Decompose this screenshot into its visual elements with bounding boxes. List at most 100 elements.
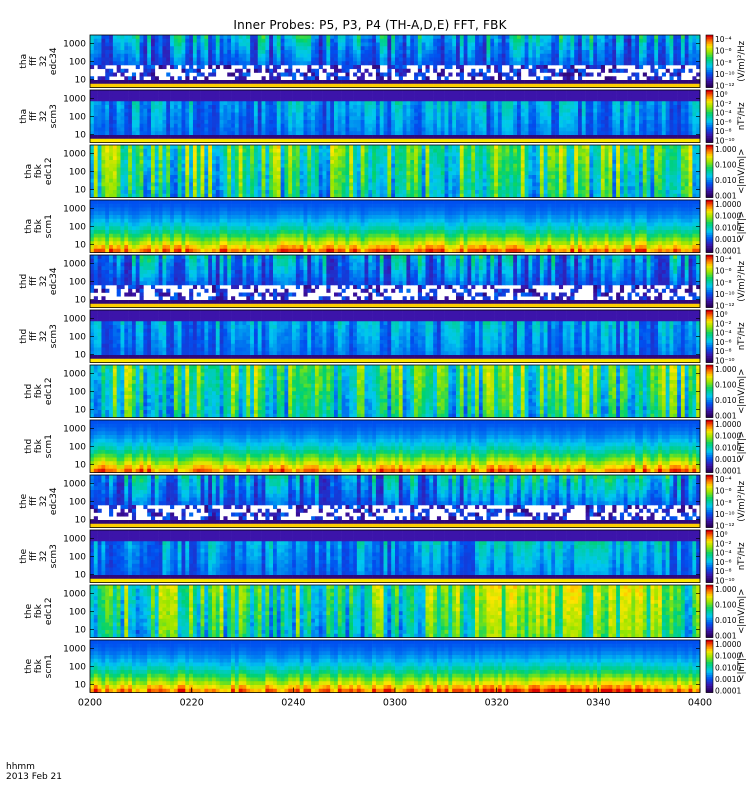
colorbar-title: nT²/Hz bbox=[737, 322, 747, 350]
panel-label-line: 32 bbox=[39, 111, 49, 122]
panel-label: tha fff 32 scm3 bbox=[19, 104, 59, 128]
x-tick-label: 0320 bbox=[485, 698, 509, 709]
panel-label-line: 32 bbox=[39, 331, 49, 342]
colorbar-tick-label: 10⁻⁸ bbox=[715, 127, 732, 136]
colorbar-tick-label: 10⁻⁸ bbox=[715, 58, 732, 67]
colorbar-title: <|mV/m|> bbox=[737, 149, 747, 194]
colorbar-tick-label: 10⁻⁴ bbox=[715, 329, 732, 338]
colorbar-tick-label: 10⁻⁸ bbox=[715, 498, 732, 507]
y-tick-label: 10 bbox=[75, 681, 87, 691]
y-tick-label: 1000 bbox=[63, 590, 86, 600]
colorbar bbox=[705, 584, 714, 638]
colorbar-tick-label: 1.0000 bbox=[715, 200, 741, 209]
panel-label-line: scm1 bbox=[44, 214, 54, 238]
y-tick-label: 10 bbox=[75, 516, 87, 526]
colorbar-tick-label: 10⁰ bbox=[715, 530, 728, 539]
panel-label-line: tha bbox=[24, 219, 34, 234]
panel-label: tha fbk edc12 bbox=[24, 157, 54, 185]
y-tick-label: 1000 bbox=[63, 535, 86, 545]
panel-label-line: tha bbox=[19, 109, 29, 124]
colorbar-tick-label: 10⁻¹⁰ bbox=[715, 137, 735, 146]
y-tick-label: 1000 bbox=[63, 645, 86, 655]
colorbar bbox=[705, 419, 714, 473]
y-tick-label: 10 bbox=[75, 186, 87, 196]
panel-label: the fbk scm1 bbox=[24, 654, 54, 678]
colorbar-tick-label: 1.000 bbox=[715, 585, 737, 594]
panel-label-line: scm1 bbox=[44, 434, 54, 458]
y-tick-label: 100 bbox=[69, 553, 86, 563]
panel-label-line: fff bbox=[29, 276, 39, 286]
colorbar-tick-label: 10⁻⁶ bbox=[715, 47, 732, 56]
colorbar-title: <|mV/m|> bbox=[737, 589, 747, 634]
colorbar-tick-label: 0.1000 bbox=[715, 652, 741, 661]
y-tick-label: 1000 bbox=[63, 205, 86, 215]
colorbar-title: (V/m)²/Hz bbox=[737, 480, 747, 521]
y-tick-label: 1000 bbox=[63, 260, 86, 270]
panel-label-line: fbk bbox=[34, 218, 44, 233]
colorbar-tick-label: 10⁻¹⁰ bbox=[715, 290, 735, 299]
colorbar-tick-label: 0.100 bbox=[715, 161, 737, 170]
time-axis-footer: hhmm 2013 Feb 21 bbox=[6, 762, 62, 782]
y-tick-label: 100 bbox=[69, 443, 86, 453]
colorbar-tick-label: 0.001 bbox=[715, 632, 737, 641]
panel-label-line: the bbox=[24, 658, 34, 673]
colorbar-tick-label: 0.0010 bbox=[715, 455, 741, 464]
y-tick-label: 10 bbox=[75, 406, 87, 416]
time-axis-unit-label: hhmm bbox=[6, 762, 62, 772]
y-tick-label: 100 bbox=[69, 168, 86, 178]
y-tick-label: 100 bbox=[69, 278, 86, 288]
colorbar-tick-label: 1.0000 bbox=[715, 420, 741, 429]
panel-label: the fff 32 edc34 bbox=[19, 487, 59, 515]
panel-label-line: fbk bbox=[34, 658, 44, 673]
colorbar bbox=[705, 34, 714, 88]
colorbar-tick-label: 10⁻⁸ bbox=[715, 567, 732, 576]
panel-label-line: edc34 bbox=[49, 487, 59, 515]
colorbar-tick-label: 10⁻⁴ bbox=[715, 549, 732, 558]
y-tick-label: 100 bbox=[69, 223, 86, 233]
colorbar-tick-label: 0.0010 bbox=[715, 675, 741, 684]
colorbar-tick-label: 10⁰ bbox=[715, 90, 728, 99]
panel-label-line: 32 bbox=[39, 56, 49, 67]
colorbar-tick-label: 10⁰ bbox=[715, 310, 728, 319]
y-tick-label: 1000 bbox=[63, 480, 86, 490]
panel-label-line: fbk bbox=[34, 383, 44, 398]
colorbar-tick-label: 0.010 bbox=[715, 616, 737, 625]
panel-label: tha fff 32 edc34 bbox=[19, 47, 59, 75]
colorbar-tick-label: 10⁻⁶ bbox=[715, 118, 732, 127]
panel-label-line: fff bbox=[29, 551, 39, 561]
time-axis: 0200 0220 0240 0300 0320 0340 0400 bbox=[78, 687, 712, 709]
colorbar-tick-label: 10⁻² bbox=[715, 99, 732, 108]
colorbar bbox=[705, 639, 714, 693]
colorbar-tick-label: 0.0001 bbox=[715, 247, 741, 256]
panel-label-line: edc34 bbox=[49, 267, 59, 295]
panel-label-line: the bbox=[19, 548, 29, 563]
y-tick-label: 100 bbox=[69, 498, 86, 508]
y-tick-label: 1000 bbox=[63, 150, 86, 160]
colorbar-tick-label: 0.001 bbox=[715, 192, 737, 201]
panel-label: thd fff 32 scm3 bbox=[19, 324, 59, 348]
x-tick-label: 0240 bbox=[281, 698, 305, 709]
colorbar-tick-label: 10⁻⁸ bbox=[715, 347, 732, 356]
y-tick-label: 10 bbox=[75, 296, 87, 306]
colorbar bbox=[705, 364, 714, 418]
y-tick-label: 100 bbox=[69, 58, 86, 68]
colorbar bbox=[705, 474, 714, 528]
y-tick-label: 1000 bbox=[63, 370, 86, 380]
y-tick-label: 10 bbox=[75, 351, 87, 361]
colorbar bbox=[705, 529, 714, 583]
panel-thd-fff-32-scm3: 10 100 1000 thd fff 32 scm3 10⁰10⁻²10⁻⁴10⁻⁶10⁻⁸… bbox=[19, 309, 747, 366]
colorbar-title: nT²/Hz bbox=[737, 542, 747, 570]
panel-label-line: scm3 bbox=[49, 104, 59, 128]
y-tick-label: 1000 bbox=[63, 425, 86, 435]
panel-label: thd fbk scm1 bbox=[24, 434, 54, 458]
colorbar-tick-label: 10⁻¹⁰ bbox=[715, 70, 735, 79]
colorbar-tick-label: 0.0100 bbox=[715, 443, 741, 452]
y-tick-label: 100 bbox=[69, 608, 86, 618]
panel-label-line: fff bbox=[29, 496, 39, 506]
panel-label-line: the bbox=[24, 603, 34, 618]
panel-label: thd fff 32 edc34 bbox=[19, 267, 59, 295]
colorbar-tick-label: 10⁻⁴ bbox=[715, 109, 732, 118]
colorbar-tick-label: 10⁻⁶ bbox=[715, 558, 732, 567]
colorbar-tick-label: 0.100 bbox=[715, 381, 737, 390]
colorbar-tick-label: 10⁻² bbox=[715, 539, 732, 548]
